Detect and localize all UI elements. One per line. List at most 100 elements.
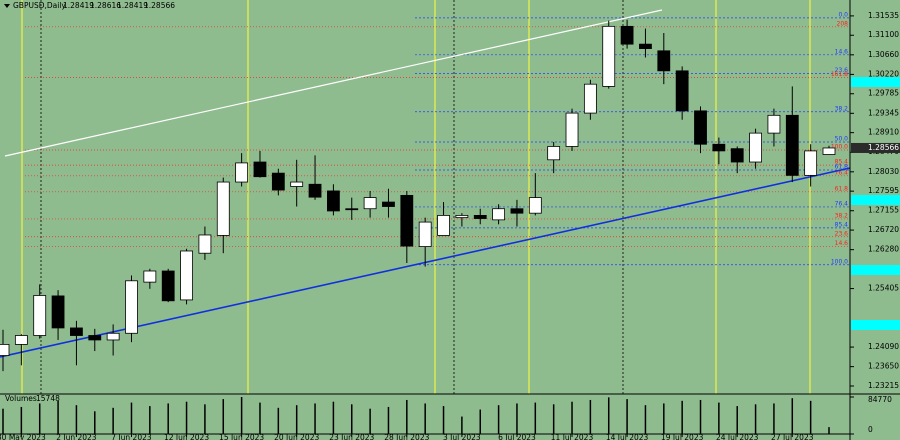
candle-body	[70, 327, 83, 336]
x-tick-label: 24 Jul 2023	[716, 433, 759, 440]
candle-body	[143, 270, 157, 283]
y-tick-label: 1.23215	[868, 381, 899, 390]
header-close: 1.28566	[144, 1, 175, 10]
candle-body	[767, 114, 781, 134]
candle-body	[106, 332, 120, 341]
fib-layer: 0.020814.623.6161.838.250.0100.085.461.8…	[25, 11, 850, 265]
y-tick-label: 1.29345	[868, 108, 899, 117]
menu-arrow	[4, 4, 10, 8]
candle-body	[620, 25, 634, 45]
candle-body	[308, 183, 322, 198]
y-tick-label: 1.31535	[868, 11, 899, 20]
candle-body	[583, 83, 597, 114]
fib-label: 0.0	[838, 11, 848, 18]
x-tick-label: 19 Jul 2023	[661, 433, 704, 440]
x-tick-label: 12 Jun 2023	[164, 433, 209, 440]
y-tick-label: 1.27595	[868, 186, 899, 195]
x-tick-label: 27 Jul 2023	[771, 433, 814, 440]
header-open: 1.28419	[63, 1, 94, 10]
x-tick-label: 28 Jun 2023	[384, 433, 429, 440]
candle-body	[253, 161, 267, 178]
current-price: 1.28566	[868, 143, 899, 152]
candle-body	[455, 215, 469, 219]
volume-tick-label: 0	[868, 425, 873, 434]
fib-label: 85.4	[835, 221, 849, 228]
x-tick-label: 11 Jul 2023	[551, 433, 594, 440]
candle-body	[492, 208, 506, 221]
candle-body	[675, 70, 689, 112]
candle-body	[473, 215, 487, 219]
candle-body	[785, 114, 799, 176]
volume-last: 15748	[36, 394, 60, 403]
volume-title: Volumes	[5, 394, 37, 403]
trend-line	[4, 9, 663, 157]
x-tick-label: 7 Jun 2023	[111, 433, 152, 440]
y-tick-label: 1.28030	[868, 167, 899, 176]
candle-layer	[0, 19, 836, 372]
y-tick-label: 1.23650	[868, 362, 899, 371]
fib-label: 76.4	[835, 169, 849, 176]
candle-body	[0, 344, 10, 356]
fib-label: 14.6	[835, 240, 849, 247]
candle-body	[180, 250, 193, 301]
candle-body	[437, 215, 450, 236]
y-tick-label: 1.26280	[868, 245, 899, 254]
candle-body	[326, 190, 340, 212]
candle-body	[198, 234, 212, 254]
candle-body	[730, 148, 744, 163]
candle-body	[565, 112, 579, 147]
x-tick-label: 30 May 2023	[0, 433, 46, 440]
fib-label: 100.0	[831, 258, 848, 265]
candle-body	[418, 221, 432, 247]
candle-body	[804, 150, 818, 176]
fib-label: 85.4	[835, 159, 849, 166]
y-tick-label: 1.30220	[868, 69, 899, 78]
candle-body	[749, 132, 762, 163]
layout-layer	[21, 0, 811, 394]
candle-body	[216, 181, 230, 236]
candle-body	[161, 270, 175, 302]
y-tick-label: 1.29785	[868, 89, 899, 98]
fib-label: 38.2	[835, 105, 849, 112]
y-tick-label: 1.26720	[868, 225, 899, 234]
x-tick-label: 15 Jun 2023	[219, 433, 264, 440]
fib-label: 76.4	[835, 200, 849, 207]
candle-body	[657, 50, 671, 72]
volume-tick-label: 84770	[868, 395, 892, 404]
x-tick-label: 3 Jul 2023	[443, 433, 481, 440]
price-highlight	[851, 195, 900, 205]
candle-body	[345, 208, 359, 211]
candle-body	[125, 280, 138, 334]
fib-label: 23.6	[835, 67, 849, 74]
candle-body	[602, 25, 616, 87]
price-highlight	[851, 320, 900, 330]
candle-body	[363, 197, 377, 210]
y-tick-label: 1.31100	[868, 30, 899, 39]
x-tick-label: 6 Jul 2023	[498, 433, 536, 440]
fib-label: 38.2	[835, 212, 849, 219]
y-tick-label: 1.28910	[868, 128, 899, 137]
x-tick-label: 2 Jun 2023	[56, 433, 97, 440]
candle-body	[290, 181, 304, 187]
candle-body	[271, 172, 285, 191]
y-tick-label: 1.25405	[868, 284, 899, 293]
candle-body	[88, 335, 102, 341]
header-high: 1.28616	[90, 1, 121, 10]
fib-label: 61.8	[835, 164, 849, 171]
fib-label: 208	[837, 20, 849, 27]
price-highlight	[851, 265, 900, 275]
candle-body	[712, 143, 726, 152]
fib-label: 161.8	[831, 71, 848, 78]
fib-label: 61.8	[835, 185, 849, 192]
price-highlight	[851, 77, 900, 87]
price-box	[851, 142, 900, 153]
candle-body	[33, 295, 47, 336]
y-tick-label: 1.30660	[868, 50, 899, 59]
x-tick-label: 23 Jun 2023	[329, 433, 374, 440]
fib-label: 50.0	[835, 136, 849, 143]
candle-body	[510, 208, 524, 214]
